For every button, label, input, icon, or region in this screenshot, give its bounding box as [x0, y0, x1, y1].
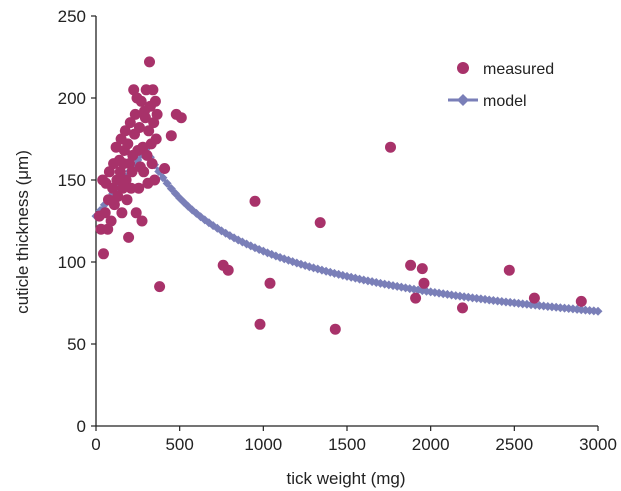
measured-point: [99, 207, 111, 219]
measured-point: [222, 264, 234, 276]
legend-measured-label: measured: [483, 61, 554, 78]
x-tick-label: 1500: [328, 435, 366, 454]
measured-point: [314, 217, 326, 229]
measured-point: [146, 158, 158, 170]
measured-point: [503, 264, 515, 276]
measured-point: [105, 215, 117, 227]
model-line: [94, 145, 599, 313]
model-series: [91, 144, 603, 316]
measured-point: [254, 318, 266, 330]
measured-point: [159, 163, 171, 174]
x-tick-label: 0: [91, 435, 100, 454]
measured-point: [416, 263, 428, 275]
measured-point: [457, 302, 468, 314]
measured-point: [124, 117, 136, 129]
measured-point: [135, 95, 147, 107]
measured-point: [143, 125, 155, 137]
measured-point: [98, 248, 109, 260]
measured-point: [125, 182, 137, 194]
measured-point: [110, 141, 122, 153]
measured-point: [528, 292, 540, 304]
measured-point: [141, 149, 153, 161]
measured-point: [133, 182, 145, 194]
measured-point: [165, 130, 177, 142]
model-point: [158, 173, 168, 183]
measured-point: [137, 141, 149, 153]
measured-point: [410, 292, 422, 304]
x-tick-label: 500: [165, 435, 193, 454]
measured-series: [93, 56, 587, 335]
measured-point: [150, 133, 162, 145]
y-tick-label: 100: [58, 253, 86, 272]
y-tick-label: 200: [58, 89, 86, 108]
measured-point: [107, 182, 119, 194]
y-tick-label: 150: [58, 171, 86, 190]
measured-point: [129, 108, 141, 120]
measured-point: [138, 166, 150, 178]
measured-point: [144, 56, 155, 68]
measured-point: [139, 112, 151, 124]
x-tick-label: 1000: [244, 435, 282, 454]
model-point: [505, 297, 515, 307]
measured-point: [385, 141, 396, 153]
measured-point: [154, 281, 166, 293]
measured-point: [119, 125, 131, 137]
measured-point: [136, 215, 148, 227]
measured-point: [249, 195, 261, 207]
model-point: [166, 184, 176, 194]
measured-point: [103, 166, 115, 178]
measured-point: [112, 190, 124, 202]
measured-point: [149, 174, 161, 186]
model-point: [593, 306, 603, 316]
measured-point: [122, 138, 134, 150]
y-axis-title: cuticle thickness (μm): [13, 150, 32, 314]
measured-point: [126, 166, 138, 178]
measured-point: [134, 122, 145, 133]
legend-model-marker: [457, 94, 469, 106]
measured-point: [175, 112, 187, 124]
y-tick-label: 0: [77, 417, 86, 436]
measured-point: [405, 259, 417, 271]
measured-point: [149, 95, 161, 107]
y-tick-label: 50: [67, 335, 86, 354]
x-tick-label: 2500: [495, 435, 533, 454]
measured-point: [123, 231, 135, 243]
measured-point: [130, 207, 142, 219]
x-axis-title: tick weight (mg): [286, 469, 405, 488]
legend: measured model: [448, 61, 554, 110]
measured-point: [151, 108, 163, 120]
measured-point: [264, 277, 276, 289]
measured-point: [121, 194, 133, 206]
legend-model-label: model: [483, 93, 527, 110]
model-point: [250, 243, 260, 253]
x-tick-label: 3000: [579, 435, 617, 454]
measured-point: [147, 84, 159, 96]
x-tick-label: 2000: [412, 435, 450, 454]
measured-point: [418, 277, 430, 289]
measured-point: [329, 323, 341, 335]
measured-point: [575, 295, 587, 307]
legend-measured-marker: [457, 62, 469, 74]
measured-point: [120, 174, 132, 186]
y-tick-label: 250: [58, 7, 86, 26]
model-point: [162, 178, 172, 188]
measured-point: [116, 207, 128, 219]
